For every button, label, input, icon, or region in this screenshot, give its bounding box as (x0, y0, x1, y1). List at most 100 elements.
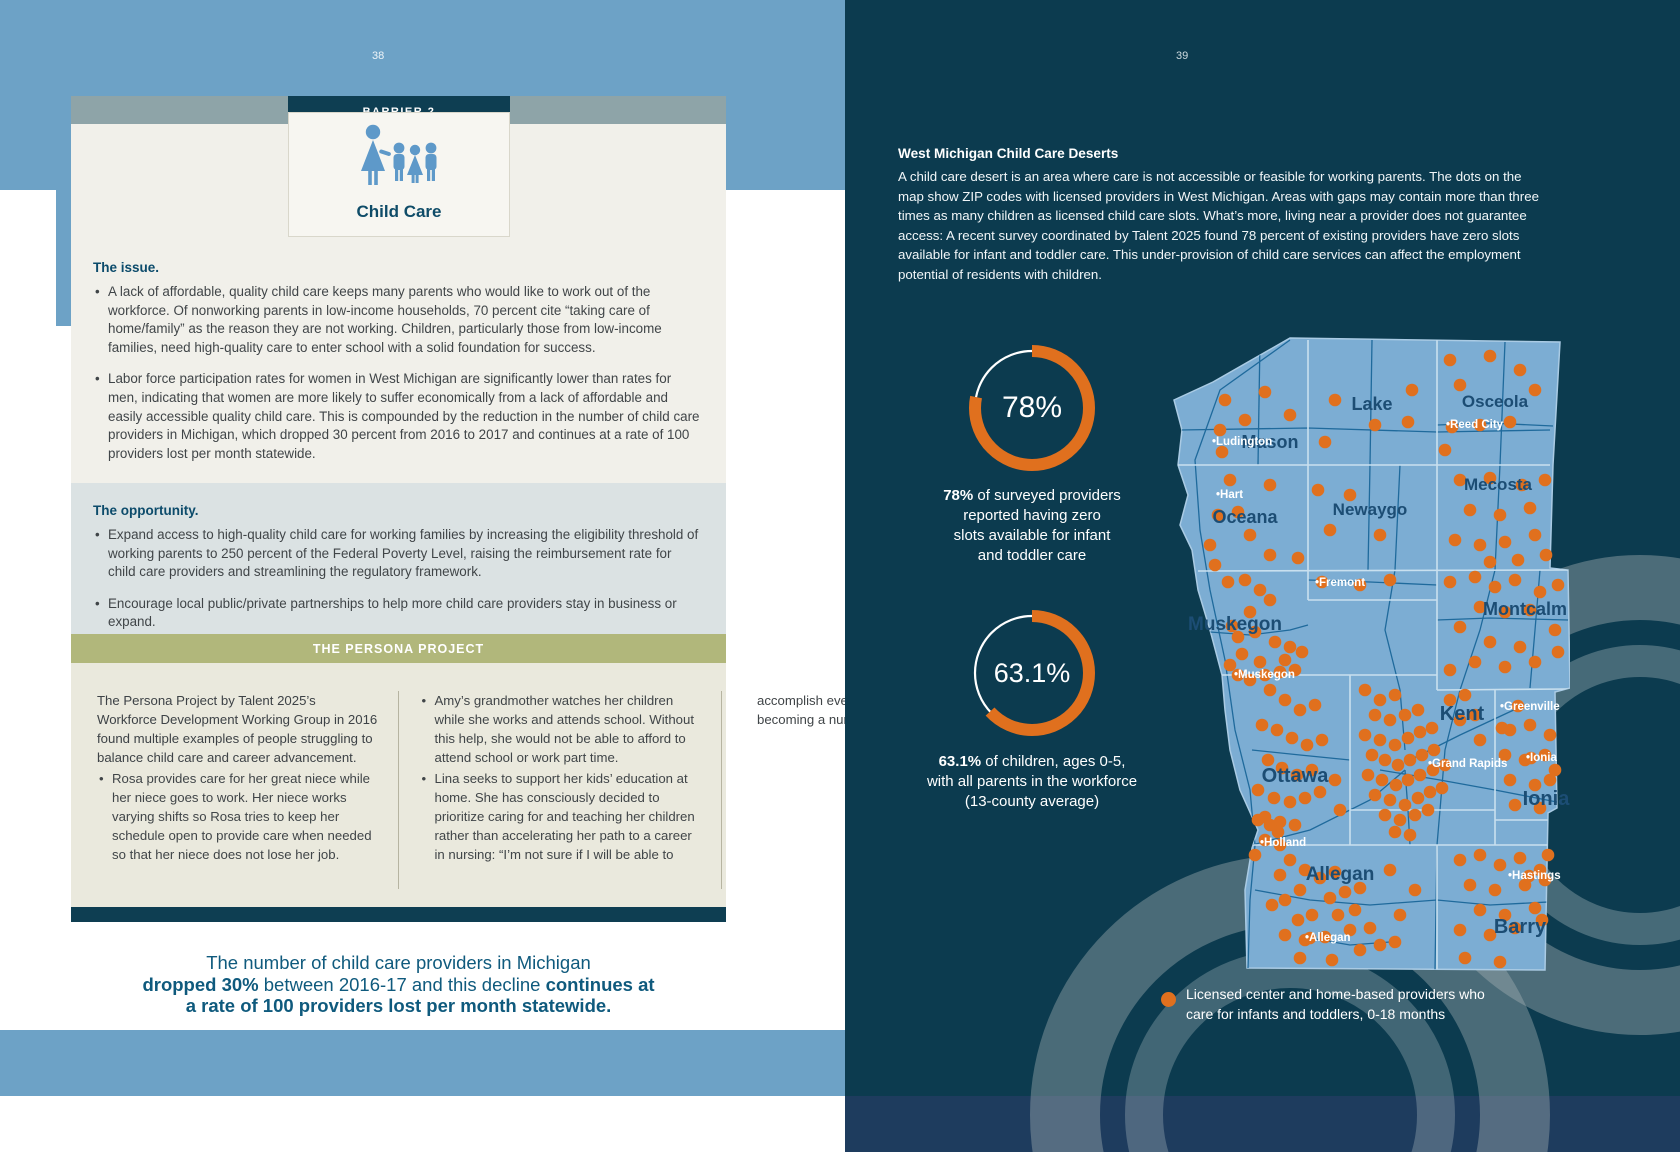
city-label-fremont: •Fremont (1315, 577, 1365, 589)
deserts-heading: West Michigan Child Care Deserts (898, 146, 1119, 161)
provider-dot (1375, 773, 1389, 787)
provider-dot (1291, 551, 1305, 565)
provider-dot (1383, 713, 1397, 727)
provider-dot (1251, 783, 1265, 797)
provider-dot (1328, 865, 1342, 879)
persona-bullets: Rosa provides care for her great niece w… (97, 691, 1023, 889)
provider-dot (1273, 838, 1287, 852)
provider-dot (1541, 848, 1555, 862)
provider-dot (1528, 655, 1542, 669)
provider-dot (1295, 645, 1309, 659)
issue-bullets: A lack of affordable, quality child care… (93, 283, 702, 463)
provider-dot (1438, 758, 1452, 772)
persona-section: The Persona Project by Talent 2025’s Wor… (71, 663, 986, 907)
provider-dot (1383, 863, 1397, 877)
provider-dot (1271, 825, 1285, 839)
provider-dot (1203, 538, 1217, 552)
provider-dot (1273, 868, 1287, 882)
provider-dot (1338, 885, 1352, 899)
provider-dot (1473, 903, 1487, 917)
provider-dot (1258, 833, 1272, 847)
provider-dot (1253, 583, 1267, 597)
provider-dot (1425, 721, 1439, 735)
provider-dot (1211, 508, 1225, 522)
donut-caption-63: 63.1% of children, ages 0-5, with all par… (926, 753, 1138, 810)
provider-dot (1411, 791, 1425, 805)
provider-dot (1231, 668, 1245, 682)
map-roads (1179, 339, 1569, 970)
deserts-body: A child care desert is an area where car… (898, 169, 1540, 282)
county-label-kent: Kent (1440, 703, 1485, 725)
provider-dot (1445, 420, 1459, 434)
donut-value: 78% (1001, 391, 1063, 424)
provider-dot (1248, 625, 1262, 639)
card-title: Child Care (356, 202, 442, 221)
donut-chart-78: 78% (962, 338, 1102, 478)
persona-project-band: THE PERSONA PROJECT (71, 634, 726, 663)
county-label-osceola: Osceola (1462, 392, 1529, 411)
provider-dot (1493, 955, 1507, 969)
card-bottom-bar (71, 907, 726, 922)
provider-dot (1333, 803, 1347, 817)
provider-dot (1238, 413, 1252, 427)
provider-dot (1551, 645, 1565, 659)
provider-dot (1328, 393, 1342, 407)
provider-dot (1288, 663, 1302, 677)
provider-dot (1498, 748, 1512, 762)
city-label-ionia: •Ionia (1526, 752, 1557, 764)
city-label-hastings: •Hastings (1508, 870, 1561, 882)
provider-dot (1508, 921, 1522, 935)
provider-dot (1453, 713, 1467, 727)
city-labels: •Ludington •Reed City •Hart •Fremont •Muskeg… (1212, 419, 1561, 944)
provider-dot (1533, 863, 1547, 877)
provider-dot (1223, 658, 1237, 672)
provider-dot (1273, 815, 1287, 829)
provider-dot (1538, 873, 1552, 887)
opportunity-heading: The opportunity. (93, 503, 199, 518)
provider-dot (1268, 635, 1282, 649)
provider-dot (1443, 575, 1457, 589)
provider-dot (1263, 593, 1277, 607)
provider-dot (1221, 575, 1235, 589)
provider-dot (1515, 478, 1529, 492)
provider-dot (1427, 743, 1441, 757)
provider-dot (1343, 488, 1357, 502)
city-label-greenville: •Greenville (1500, 701, 1560, 713)
provider-dot (1298, 863, 1312, 877)
provider-dot (1511, 699, 1525, 713)
provider-dot (1283, 408, 1297, 422)
family-icon (289, 123, 509, 200)
opportunity-section: The opportunity. Expand access to high-q… (71, 483, 726, 634)
provider-dot (1535, 913, 1549, 927)
provider-dot (1538, 748, 1552, 762)
provider-dot (1258, 668, 1272, 682)
county-label-ionia: Ionia (1523, 788, 1570, 810)
provider-dot (1243, 528, 1257, 542)
provider-dot (1488, 580, 1502, 594)
provider-dot (1483, 555, 1497, 569)
provider-dot (1453, 473, 1467, 487)
provider-dot (1368, 788, 1382, 802)
provider-dot (1408, 808, 1422, 822)
provider-dot (1405, 383, 1419, 397)
provider-dot (1323, 891, 1337, 905)
county-label-muskegon: Muskegon (1188, 614, 1282, 635)
provider-dot (1523, 603, 1537, 617)
map-legend: Licensed center and home-based providers… (1161, 984, 1485, 1024)
provider-dots (1203, 349, 1565, 969)
persona-columns: The Persona Project by Talent 2025’s Wor… (97, 691, 986, 889)
city-label-reed-city: •Reed City (1446, 419, 1504, 431)
provider-dot (1448, 533, 1462, 547)
provider-dot (1323, 523, 1337, 537)
provider-dot (1328, 773, 1342, 787)
provider-dot (1263, 683, 1277, 697)
provider-dot (1368, 708, 1382, 722)
opportunity-bullets: Expand access to high-quality child care… (93, 526, 702, 632)
county-labels: Mason Lake Osceola Mecosta Newaygo Oceana Musk… (1188, 392, 1570, 938)
provider-dot (1488, 883, 1502, 897)
provider-dot (1353, 943, 1367, 957)
provider-dot (1278, 928, 1292, 942)
provider-dot (1551, 578, 1565, 592)
provider-dot (1453, 853, 1467, 867)
provider-dot (1393, 908, 1407, 922)
